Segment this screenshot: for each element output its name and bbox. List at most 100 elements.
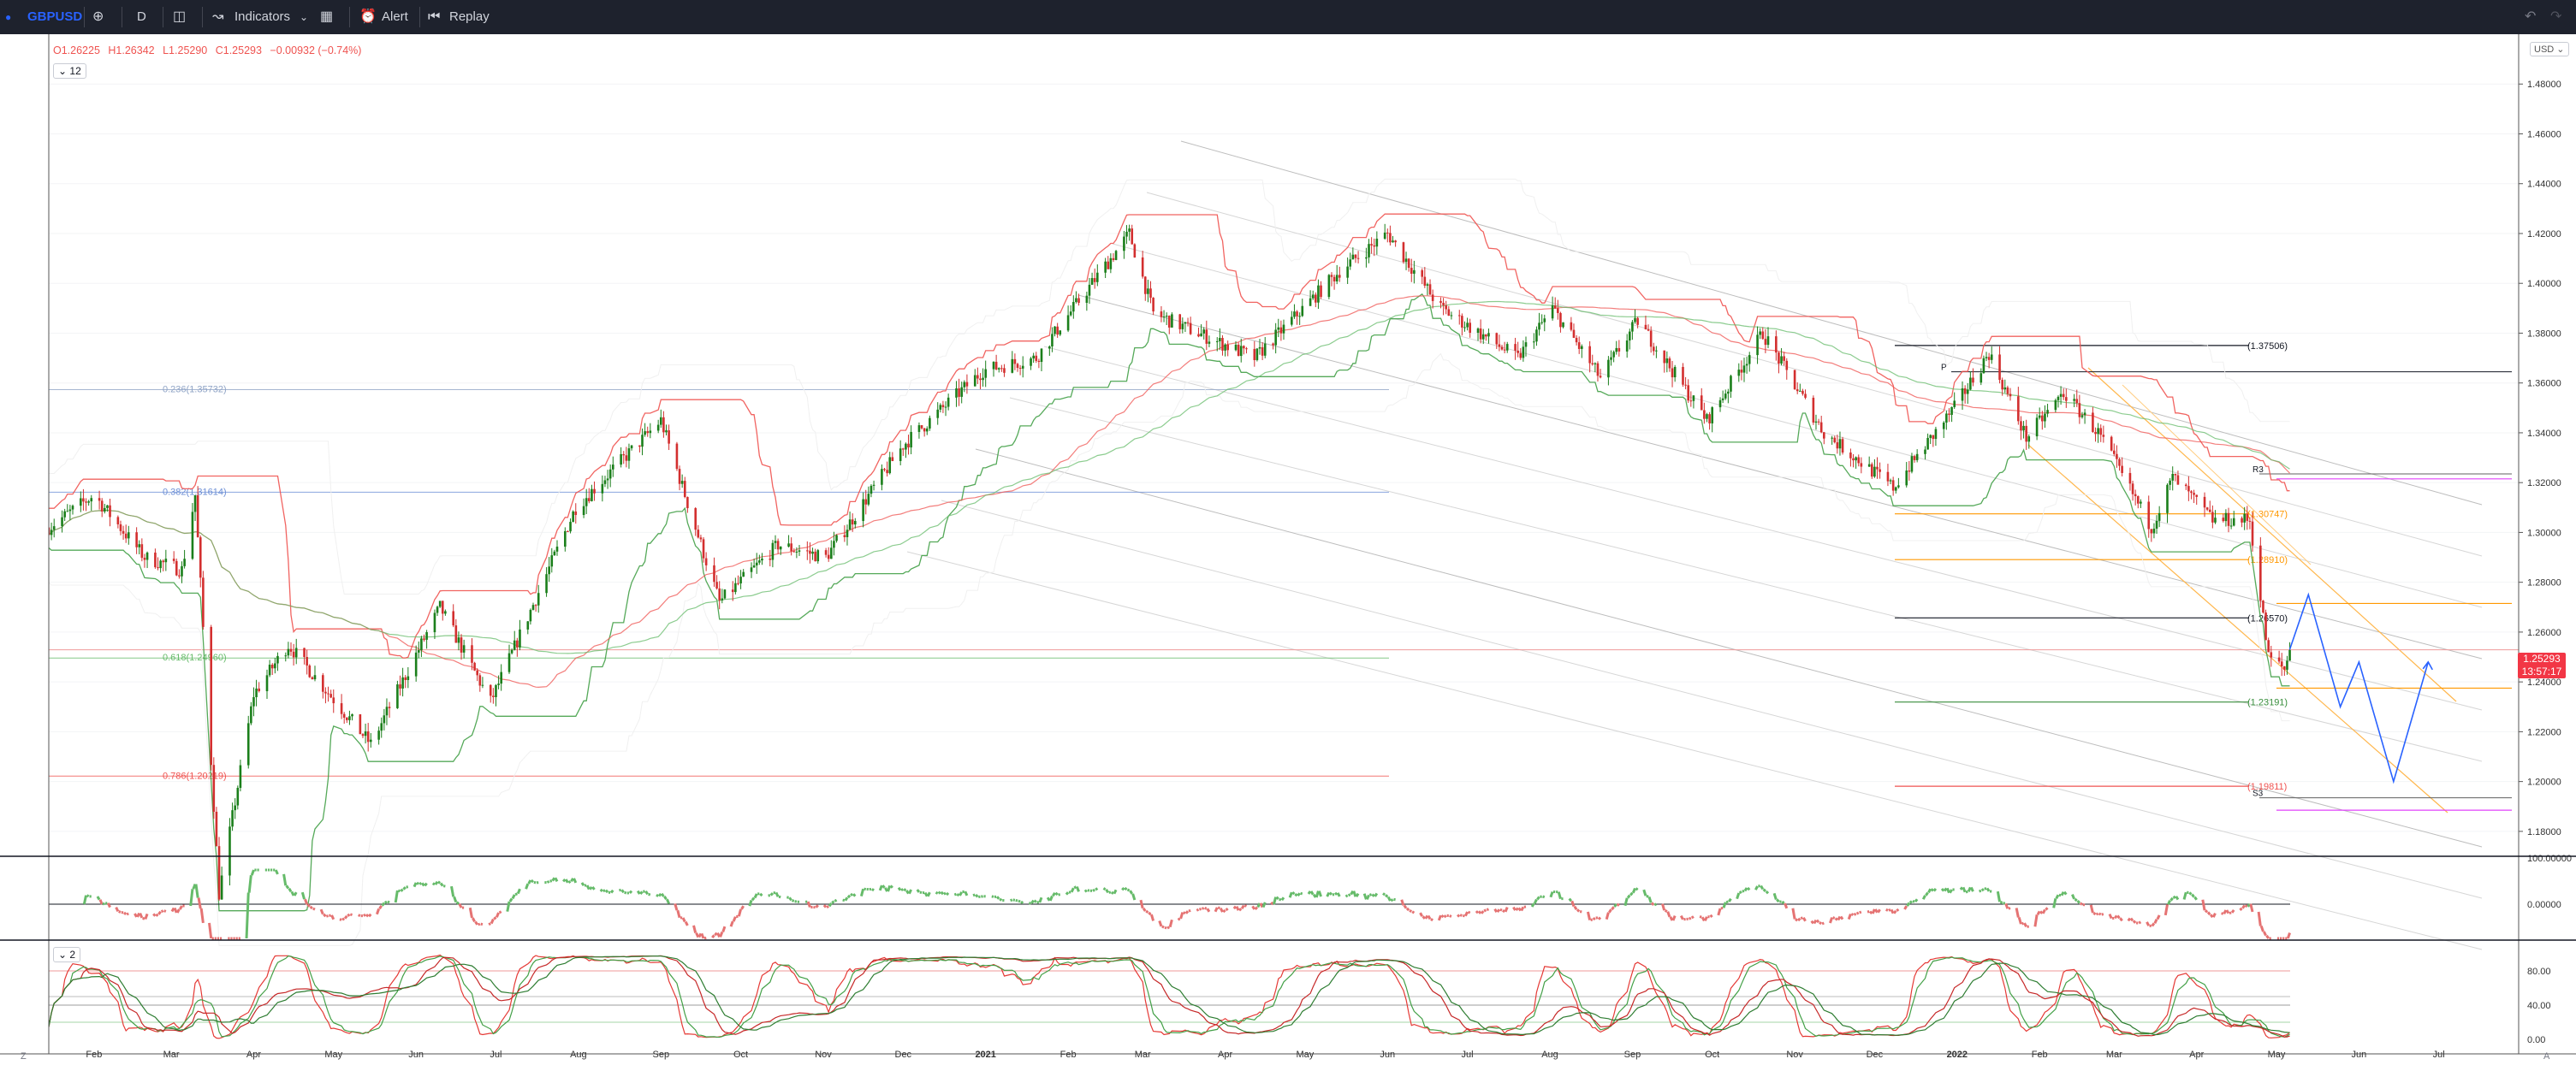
candle-body bbox=[385, 707, 389, 716]
osc1-segment bbox=[1908, 900, 1913, 904]
candle-body bbox=[867, 494, 870, 505]
candle-body bbox=[1054, 326, 1056, 334]
interval-button[interactable]: D bbox=[137, 9, 146, 24]
chevron-down-icon: ⌄ bbox=[58, 65, 68, 77]
candle-body bbox=[1346, 266, 1349, 278]
candle-body bbox=[2283, 666, 2286, 670]
indicators-button[interactable]: Indicators bbox=[234, 9, 291, 24]
indicator-collapse-button[interactable]: ⌄ 12 bbox=[53, 63, 86, 79]
candle-body bbox=[734, 583, 737, 593]
osc1-segment bbox=[2045, 907, 2049, 911]
candle-body bbox=[1109, 257, 1113, 269]
osc1-segment bbox=[628, 890, 633, 894]
osc1-segment bbox=[1679, 914, 1684, 920]
candle-body bbox=[441, 601, 444, 614]
chevron-down-icon[interactable]: ⌄ bbox=[300, 11, 309, 23]
candle-body bbox=[1831, 437, 1833, 439]
candle-body bbox=[2171, 474, 2175, 481]
candle-body bbox=[172, 559, 175, 561]
osc1-segment bbox=[834, 898, 838, 902]
x-tick-label: May bbox=[2268, 1050, 2286, 1060]
candle-body bbox=[1096, 272, 1099, 282]
osc1-segment bbox=[1837, 915, 1842, 921]
candle-body bbox=[1296, 311, 1298, 317]
candle-body bbox=[1197, 334, 1200, 337]
osc1-segment bbox=[1592, 916, 1596, 921]
osc1-segment bbox=[1776, 898, 1780, 903]
candle-body bbox=[1540, 322, 1543, 323]
candle-body bbox=[721, 598, 724, 601]
candle-body bbox=[1048, 346, 1051, 349]
candle-body bbox=[1689, 400, 1693, 402]
currency-selector[interactable]: USD ⌄ bbox=[2530, 42, 2569, 56]
price-chart[interactable]: 0.236(1.35732) 0.382(1.31614) 0.618(1.2496… bbox=[0, 34, 2576, 1065]
candle-body bbox=[567, 530, 569, 532]
candle-body bbox=[471, 645, 473, 663]
osc1-segment bbox=[1765, 890, 1770, 895]
osc1-segment bbox=[1475, 910, 1480, 914]
osc1-segment bbox=[1083, 889, 1088, 893]
candle-body bbox=[1143, 276, 1147, 294]
candle-body bbox=[1335, 275, 1338, 281]
candle-body bbox=[50, 530, 53, 535]
corner-left-label[interactable]: Z bbox=[21, 1051, 27, 1062]
candle-body bbox=[361, 734, 365, 737]
candle-body bbox=[175, 560, 178, 576]
candle-body bbox=[2097, 428, 2099, 435]
candle-body bbox=[1365, 257, 1368, 259]
osc1-segment bbox=[1480, 910, 1485, 914]
candle-body bbox=[287, 648, 290, 656]
stoch-slow-k-line bbox=[48, 955, 2290, 1038]
osc1-segment bbox=[1754, 885, 1759, 890]
candle-body bbox=[1998, 354, 2001, 381]
osc1-segment bbox=[1795, 918, 1799, 922]
replay-icon[interactable]: ⏮ bbox=[428, 9, 441, 24]
symbol-button[interactable]: GBPUSD bbox=[27, 9, 83, 24]
osc1-segment bbox=[599, 888, 603, 892]
redo-icon[interactable]: ↷ bbox=[2550, 9, 2562, 24]
candle-body bbox=[1445, 305, 1448, 310]
candle-body bbox=[899, 448, 902, 461]
osc1-segment bbox=[1139, 899, 1144, 909]
osc1-segment bbox=[1996, 890, 2002, 902]
candle-body bbox=[1745, 364, 1748, 366]
candle-body bbox=[792, 551, 796, 553]
osc1-segment bbox=[490, 918, 495, 925]
layouts-icon[interactable]: ▦ bbox=[320, 9, 334, 24]
add-symbol-icon[interactable]: ⊕ bbox=[92, 9, 104, 24]
candle-body bbox=[936, 409, 940, 418]
candle-body bbox=[2009, 393, 2012, 397]
osc1-segment bbox=[732, 916, 737, 922]
osc1-segment bbox=[1483, 908, 1487, 913]
osc1-segment bbox=[1549, 890, 1554, 898]
candle-body bbox=[1125, 231, 1128, 237]
candle-body bbox=[109, 505, 111, 518]
candle-body bbox=[1961, 388, 1964, 401]
osc1-segment bbox=[1449, 914, 1452, 918]
candle-body bbox=[1165, 316, 1168, 317]
candles-icon[interactable]: ◫ bbox=[173, 9, 187, 24]
x-tick-label: Jun bbox=[1380, 1050, 1395, 1060]
indicators-icon[interactable]: ↝ bbox=[212, 9, 224, 24]
alert-button[interactable]: Alert bbox=[382, 9, 408, 24]
osc1-segment bbox=[1629, 891, 1634, 896]
osc1-segment bbox=[567, 880, 572, 885]
osc1-segment bbox=[2204, 909, 2209, 914]
pane3-collapse-button[interactable]: ⌄ 2 bbox=[53, 947, 81, 962]
osc1-segment bbox=[660, 892, 665, 897]
alert-icon[interactable]: ⏰ bbox=[359, 9, 377, 24]
candle-body bbox=[2264, 612, 2267, 641]
candle-body bbox=[100, 500, 104, 512]
corner-right-label[interactable]: A bbox=[2543, 1051, 2550, 1062]
candle-body bbox=[907, 443, 910, 448]
undo-icon[interactable]: ↶ bbox=[2525, 9, 2537, 24]
osc1-segment bbox=[1868, 910, 1873, 914]
x-tick-label: Oct bbox=[733, 1050, 748, 1060]
osc1-segment bbox=[1464, 911, 1469, 917]
replay-button[interactable]: Replay bbox=[449, 9, 490, 24]
osc1-segment bbox=[1254, 906, 1259, 911]
osc1-segment bbox=[1877, 908, 1881, 914]
candle-body bbox=[958, 388, 960, 397]
candle-body bbox=[555, 547, 559, 552]
osc1-segment bbox=[546, 879, 550, 884]
